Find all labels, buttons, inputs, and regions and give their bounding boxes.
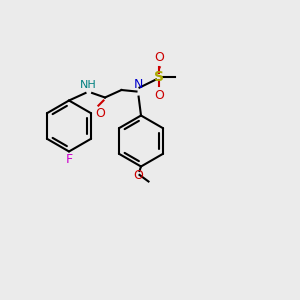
Text: O: O [133,169,143,182]
Text: O: O [96,107,105,120]
Text: O: O [154,89,164,102]
Text: F: F [65,153,73,166]
Text: O: O [154,51,164,64]
Text: NH: NH [80,80,97,90]
Text: S: S [154,70,164,83]
Text: N: N [133,78,143,91]
